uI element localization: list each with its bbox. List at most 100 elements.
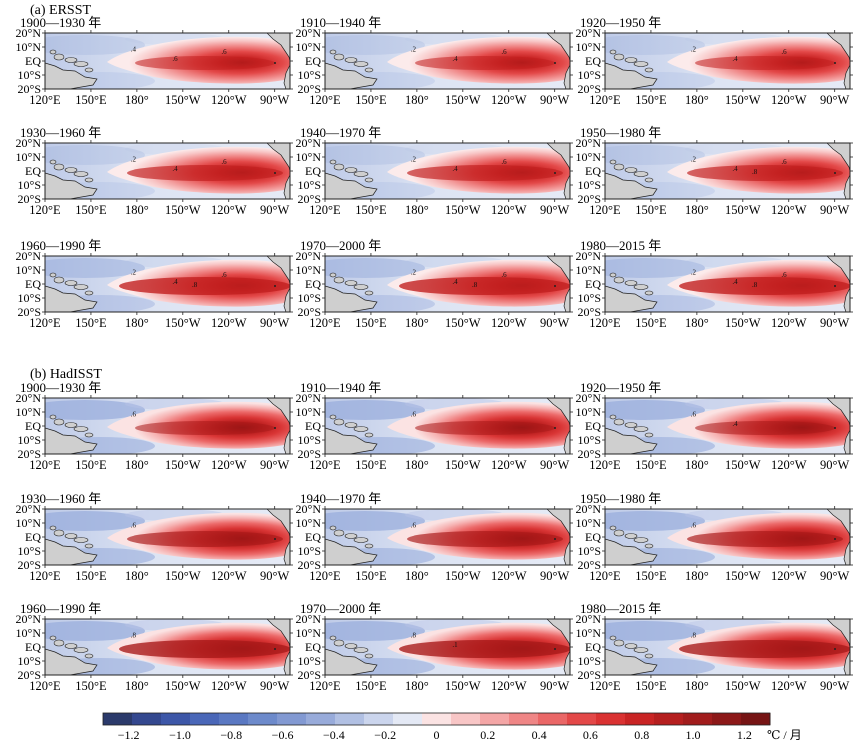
x-tick-label: 90°W [820, 316, 849, 330]
land-island [364, 432, 374, 438]
land-island [344, 57, 358, 63]
trend-field: .8 .1 [325, 619, 570, 675]
land-island [644, 432, 654, 438]
land-island [633, 284, 649, 290]
colorbar-swatch [277, 713, 307, 725]
x-tick-label: 120°E [29, 93, 61, 107]
land-south-america [283, 540, 290, 565]
land-island [84, 290, 94, 296]
land-central-america [826, 256, 850, 285]
y-tick-label: 10°N [16, 405, 42, 419]
y-tick-label: 20°S [18, 447, 41, 461]
land-south-america [843, 540, 850, 565]
land-island [609, 49, 617, 55]
cool-patch [325, 621, 425, 641]
land-island [613, 529, 625, 537]
trend-field: .6 [325, 398, 570, 454]
y-tick-label: 20°N [296, 612, 322, 626]
cool-patch [325, 35, 425, 55]
land-australia [605, 648, 658, 675]
land-south-america [563, 64, 570, 89]
colorbar-swatch [306, 713, 336, 725]
panel-title: 1910—1940 年 [300, 380, 381, 395]
x-tick-label: 120°W [211, 203, 247, 217]
land-australia [45, 285, 98, 312]
trend-field: .6 [605, 509, 850, 565]
x-tick-label: 150°E [635, 203, 667, 217]
land-island [633, 537, 649, 543]
land-island [644, 177, 654, 183]
land-central-america [546, 143, 570, 172]
y-tick-label: 20°S [578, 82, 601, 96]
land-island [609, 414, 617, 420]
y-tick-label: 20°N [576, 391, 602, 405]
contour-label: .6 [221, 158, 227, 166]
y-tick-label: EQ [305, 277, 321, 291]
land-island [344, 643, 358, 649]
warm-core [695, 56, 835, 70]
x-tick-label: 120°W [771, 679, 807, 693]
land-central-america [266, 143, 290, 172]
x-tick-label: 90°W [820, 569, 849, 583]
y-tick-label: 10°S [298, 544, 321, 558]
x-tick-label: 150°E [635, 458, 667, 472]
x-tick-label: 120°E [309, 93, 341, 107]
panel-title: 1950—1980 年 [580, 125, 661, 140]
x-tick-label: 90°W [260, 458, 289, 472]
x-tick-label: 90°W [540, 569, 569, 583]
panel-title: 1910—1940 年 [300, 15, 381, 30]
warm-core [407, 165, 563, 181]
y-tick-label: 10°S [18, 178, 41, 192]
y-tick-label: 10°N [296, 516, 322, 530]
y-tick-label: 20°S [18, 192, 41, 206]
cool-patch [45, 258, 145, 278]
land-island [73, 647, 89, 653]
contour-label: .4 [732, 420, 738, 428]
cool-patch [45, 511, 145, 531]
panel-title: 1940—1970 年 [300, 491, 381, 506]
contour-label: .6 [131, 411, 137, 419]
land-central-america [546, 398, 570, 427]
y-tick-label: EQ [25, 277, 41, 291]
contour-label: .2 [691, 156, 697, 164]
x-tick-label: 150°W [445, 93, 481, 107]
land-south-america [843, 174, 850, 199]
land-island [49, 635, 57, 641]
y-tick-label: 10°N [296, 263, 322, 277]
colorbar-tick-label: −0.8 [220, 728, 242, 742]
land-island [353, 426, 369, 432]
land-island [609, 635, 617, 641]
warm-core [119, 640, 290, 658]
warm-core [399, 277, 570, 295]
x-tick-label: 90°W [260, 93, 289, 107]
x-tick-label: 90°W [260, 316, 289, 330]
land-australia [605, 538, 658, 565]
x-tick-label: 150°W [165, 569, 201, 583]
land-south-america [843, 650, 850, 675]
y-tick-label: 10°S [578, 291, 601, 305]
colorbar-tick-label: 0.2 [480, 728, 495, 742]
y-tick-label: 20°N [576, 26, 602, 40]
panel-title: 1920—1950 年 [580, 380, 661, 395]
panel-ersst-7: 1960—1990 年.2.4.6.820°N10°NEQ10°S20°S120… [16, 238, 293, 330]
y-tick-label: 20°S [18, 82, 41, 96]
land-galapagos [834, 172, 836, 174]
land-galapagos [274, 172, 276, 174]
colorbar-swatch [625, 713, 655, 725]
warm-core [415, 56, 555, 70]
x-tick-label: 150°E [635, 679, 667, 693]
contour-label: .6 [501, 158, 507, 166]
land-south-america [283, 429, 290, 454]
panel-title: 1900—1930 年 [20, 380, 101, 395]
x-tick-label: 150°W [165, 458, 201, 472]
contour-label: .6 [691, 522, 697, 530]
contour-label: .6 [781, 48, 787, 56]
y-tick-label: 20°S [298, 82, 321, 96]
cool-patch [605, 145, 705, 165]
land-island [609, 272, 617, 278]
contour-label: .6 [172, 55, 178, 63]
x-tick-label: 120°W [771, 569, 807, 583]
y-tick-label: 20°N [16, 502, 42, 516]
land-island [84, 432, 94, 438]
